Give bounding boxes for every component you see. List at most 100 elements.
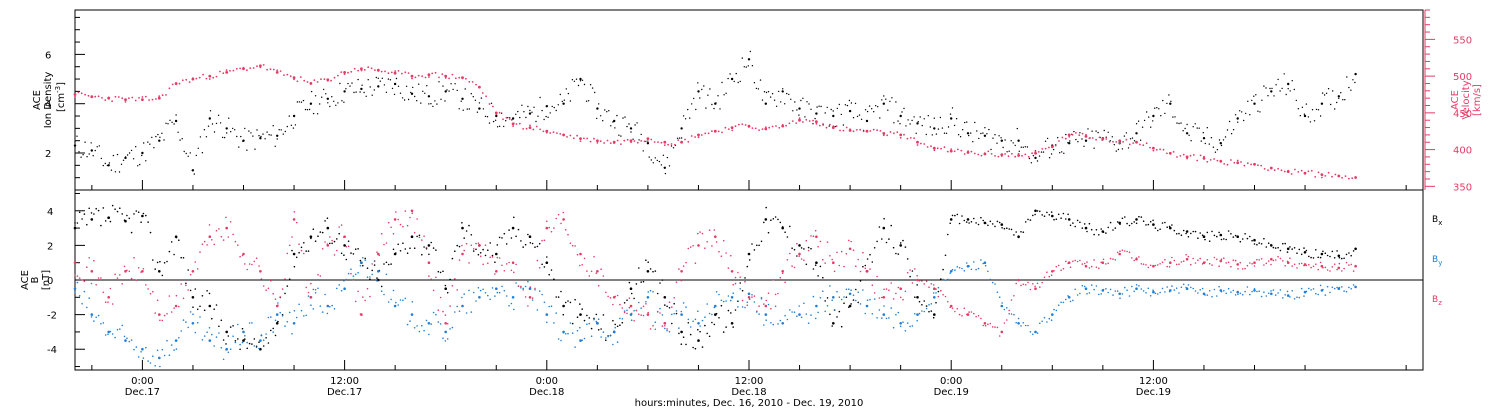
- bz-fill-point: [411, 212, 414, 214]
- bx-fill-point: [1046, 211, 1048, 214]
- bz-fill-point: [1230, 265, 1232, 268]
- bz-fill-point: [147, 288, 149, 290]
- density-fill-point: [676, 137, 679, 139]
- bz-fill-point: [763, 303, 765, 305]
- density-fill-point: [290, 124, 293, 127]
- bz-fill-point: [734, 276, 737, 279]
- density-fill-point: [76, 135, 78, 137]
- bx-fill-point: [987, 224, 989, 227]
- bz-data-point: [747, 296, 751, 299]
- density-fill-point: [306, 109, 309, 111]
- bx-fill-point: [286, 285, 289, 287]
- velocity-fill-point: [522, 127, 525, 130]
- bz-fill-point: [826, 241, 829, 243]
- velocity-data-point: [1320, 173, 1324, 177]
- by-fill-point: [201, 339, 204, 341]
- density-fill-point: [917, 121, 919, 123]
- density-fill-point: [1143, 119, 1146, 122]
- density-data-point: [495, 114, 498, 118]
- density-fill-point: [996, 142, 998, 144]
- bx-fill-point: [921, 304, 923, 306]
- bx-fill-point: [991, 223, 994, 225]
- bz-fill-point: [395, 211, 397, 213]
- by-fill-point: [1305, 290, 1308, 293]
- bz-fill-point: [1168, 266, 1171, 268]
- density-fill-point: [941, 127, 944, 129]
- by-fill-point: [225, 349, 227, 351]
- density-fill-point: [587, 100, 590, 102]
- bz-fill-point: [203, 240, 206, 243]
- velocity-fill-point: [1270, 167, 1273, 170]
- density-fill-point: [446, 89, 448, 91]
- density-fill-point: [244, 127, 246, 130]
- bx-fill-point: [1277, 246, 1279, 249]
- by-fill-point: [798, 305, 800, 307]
- bx-fill-point: [562, 313, 565, 316]
- by-fill-point: [362, 257, 364, 259]
- by-data-point: [815, 304, 818, 308]
- bx-fill-point: [218, 325, 220, 328]
- by-fill-point: [1218, 285, 1220, 288]
- bz-fill-point: [697, 232, 699, 235]
- bx-fill-point: [1131, 222, 1133, 225]
- bx-fill-point: [1138, 215, 1140, 218]
- bz-fill-point: [536, 259, 539, 262]
- density-fill-point: [816, 106, 818, 108]
- bx-fill-point: [133, 213, 135, 215]
- bz-fill-point: [708, 229, 711, 231]
- bx-data-point: [309, 235, 313, 238]
- bx-fill-point: [602, 314, 605, 316]
- bx-data-point: [427, 244, 431, 247]
- bz-fill-point: [1039, 286, 1041, 288]
- velocity-fill-point: [1061, 136, 1064, 139]
- by-fill-point: [298, 303, 300, 306]
- by-data-point: [73, 287, 77, 291]
- density-fill-point: [1024, 146, 1027, 148]
- velocity-fill-point: [936, 147, 939, 150]
- by-fill-point: [741, 306, 744, 308]
- density-fill-point: [232, 127, 234, 130]
- bz-fill-point: [1303, 264, 1305, 267]
- density-fill-point: [151, 136, 153, 139]
- bz-fill-point: [628, 297, 631, 299]
- bz-fill-point: [482, 263, 484, 266]
- by-fill-point: [503, 289, 506, 292]
- bx-fill-point: [326, 217, 329, 219]
- bx-fill-point: [380, 285, 383, 288]
- by-fill-point: [163, 354, 166, 357]
- bz-fill-point: [83, 280, 86, 283]
- by-fill-point: [133, 348, 135, 351]
- bx-fill-point: [371, 269, 374, 272]
- density-fill-point: [614, 127, 616, 129]
- bz-fill-point: [871, 284, 874, 287]
- velocity-data-point: [427, 73, 431, 77]
- density-fill-point: [262, 133, 264, 135]
- density-fill-point: [397, 85, 400, 88]
- velocity-fill-point: [694, 136, 696, 138]
- by-data-point: [495, 287, 498, 291]
- by-fill-point: [508, 305, 510, 307]
- by-fill-point: [935, 292, 937, 294]
- by-fill-point: [416, 325, 418, 327]
- by-fill-point: [310, 304, 312, 307]
- velocity-fill-point: [825, 126, 828, 129]
- bx-fill-point: [498, 236, 501, 239]
- bz-fill-point: [222, 239, 225, 241]
- bz-fill-point: [541, 239, 543, 242]
- density-fill-point: [379, 80, 381, 82]
- bx-fill-point: [1272, 246, 1275, 249]
- bx-fill-point: [524, 243, 527, 246]
- by-fill-point: [241, 341, 244, 344]
- bz-fill-point: [1211, 264, 1213, 266]
- density-fill-point: [551, 105, 553, 108]
- bx-fill-point: [354, 248, 357, 250]
- by-data-point: [1084, 287, 1088, 291]
- bx-fill-point: [968, 222, 970, 224]
- velocity-fill-point: [411, 77, 413, 80]
- by-fill-point: [1336, 286, 1338, 289]
- bx-fill-point: [1074, 225, 1076, 228]
- bx-fill-point: [484, 254, 487, 257]
- density-fill-point: [725, 92, 727, 95]
- velocity-fill-point: [1230, 159, 1232, 161]
- bx-fill-point: [529, 242, 532, 244]
